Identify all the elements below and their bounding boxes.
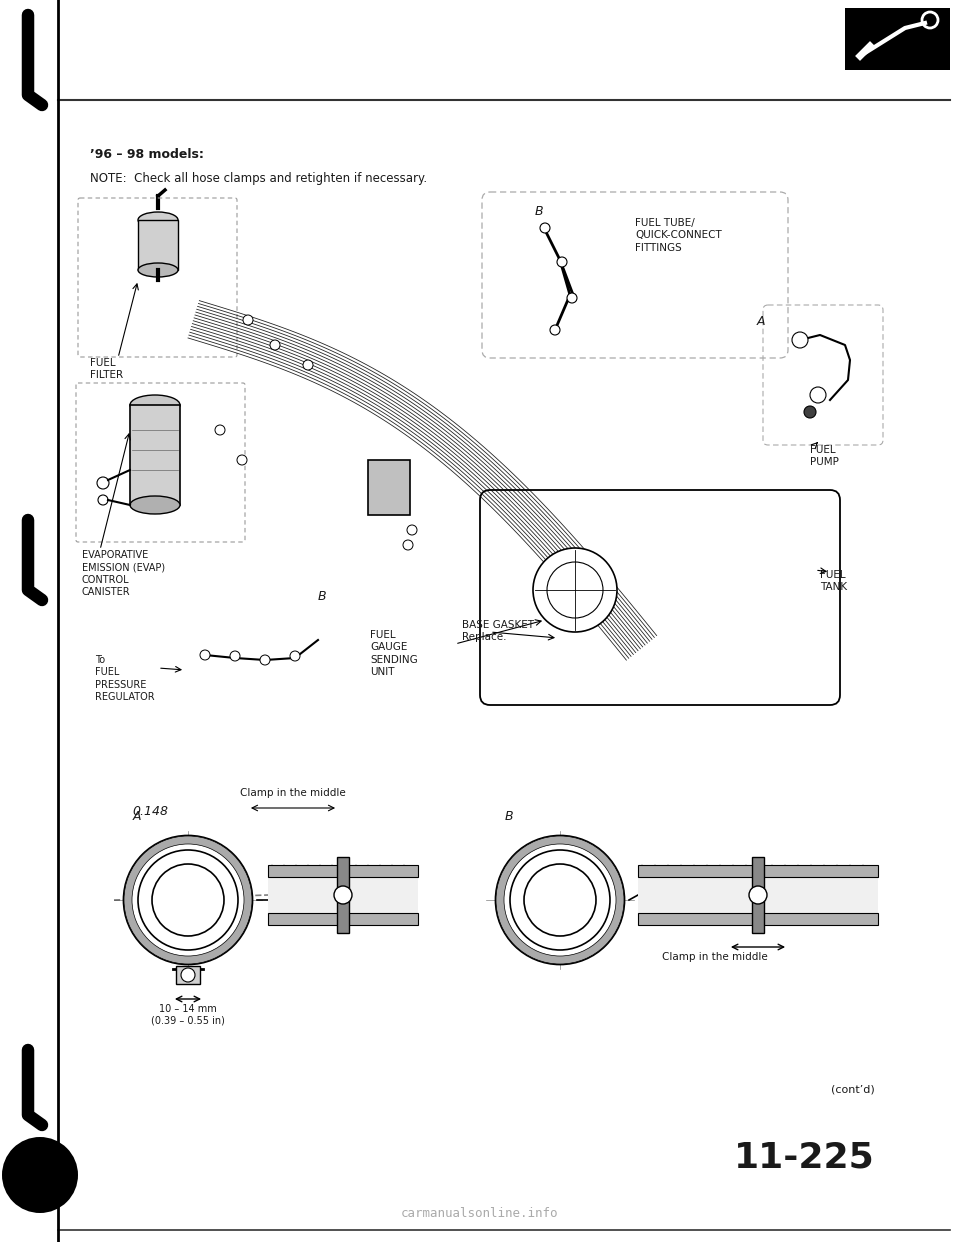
Text: B: B <box>505 810 514 823</box>
Circle shape <box>303 360 313 370</box>
Circle shape <box>230 651 240 661</box>
Circle shape <box>510 850 610 950</box>
Bar <box>268 877 418 913</box>
Circle shape <box>124 836 252 964</box>
Ellipse shape <box>130 496 180 514</box>
Text: FUEL
GAUGE
SENDING
UNIT: FUEL GAUGE SENDING UNIT <box>370 630 418 677</box>
Circle shape <box>237 455 247 465</box>
Text: NOTE:  Check all hose clamps and retighten if necessary.: NOTE: Check all hose clamps and retighte… <box>90 171 427 185</box>
Text: Clamp in the middle: Clamp in the middle <box>662 953 768 963</box>
Circle shape <box>260 655 270 664</box>
Bar <box>176 966 200 984</box>
Text: To
FUEL
PRESSURE
REGULATOR: To FUEL PRESSURE REGULATOR <box>95 655 155 702</box>
Circle shape <box>2 1136 78 1213</box>
Text: 10 – 14 mm
(0.39 – 0.55 in): 10 – 14 mm (0.39 – 0.55 in) <box>151 1004 225 1026</box>
Text: FUEL TUBE/
QUICK-CONNECT
FITTINGS: FUEL TUBE/ QUICK-CONNECT FITTINGS <box>635 219 722 253</box>
Circle shape <box>804 406 816 419</box>
Circle shape <box>810 388 826 402</box>
Circle shape <box>557 257 567 267</box>
Ellipse shape <box>138 212 178 229</box>
Text: BASE GASKET
Replace.: BASE GASKET Replace. <box>462 620 534 642</box>
Circle shape <box>290 651 300 661</box>
Wedge shape <box>496 836 624 964</box>
Circle shape <box>270 340 280 350</box>
Ellipse shape <box>138 263 178 277</box>
Bar <box>138 220 178 270</box>
Circle shape <box>749 886 767 904</box>
FancyBboxPatch shape <box>480 491 840 705</box>
Bar <box>130 405 180 505</box>
Text: B: B <box>535 205 543 219</box>
Text: (cont’d): (cont’d) <box>831 1086 875 1095</box>
Circle shape <box>792 332 808 348</box>
Bar <box>638 877 878 913</box>
Bar <box>638 864 878 877</box>
Text: A: A <box>133 810 141 823</box>
Circle shape <box>97 477 109 489</box>
Circle shape <box>138 850 238 950</box>
Bar <box>752 857 764 933</box>
Circle shape <box>524 864 596 936</box>
Circle shape <box>200 650 210 660</box>
Circle shape <box>550 325 560 335</box>
Circle shape <box>243 315 253 325</box>
Wedge shape <box>124 836 252 964</box>
Text: 11-225: 11-225 <box>734 1140 875 1174</box>
Text: B: B <box>318 590 326 604</box>
Bar <box>368 460 410 515</box>
Text: 0.148: 0.148 <box>132 805 168 818</box>
Text: carmanualsonline.info: carmanualsonline.info <box>401 1207 559 1220</box>
Text: A: A <box>757 315 765 328</box>
Circle shape <box>567 293 577 303</box>
Circle shape <box>98 496 108 505</box>
Circle shape <box>540 224 550 233</box>
Text: ’96 – 98 models:: ’96 – 98 models: <box>90 148 204 161</box>
Circle shape <box>215 425 225 435</box>
Circle shape <box>334 886 352 904</box>
Bar <box>268 913 418 925</box>
Text: FUEL
TANK: FUEL TANK <box>820 570 847 592</box>
Circle shape <box>181 968 195 982</box>
Ellipse shape <box>130 395 180 415</box>
Circle shape <box>533 548 617 632</box>
Circle shape <box>152 864 224 936</box>
Circle shape <box>403 540 413 550</box>
Circle shape <box>496 836 624 964</box>
Bar <box>845 7 950 70</box>
Text: Clamp in the middle: Clamp in the middle <box>240 787 346 799</box>
Text: FUEL
PUMP: FUEL PUMP <box>810 445 839 467</box>
Text: FUEL
FILTER: FUEL FILTER <box>90 358 123 380</box>
Bar <box>268 864 418 877</box>
Bar <box>638 913 878 925</box>
Circle shape <box>407 525 417 535</box>
Circle shape <box>547 561 603 619</box>
Text: EVAPORATIVE
EMISSION (EVAP)
CONTROL
CANISTER: EVAPORATIVE EMISSION (EVAP) CONTROL CANI… <box>82 550 165 597</box>
Bar <box>337 857 349 933</box>
